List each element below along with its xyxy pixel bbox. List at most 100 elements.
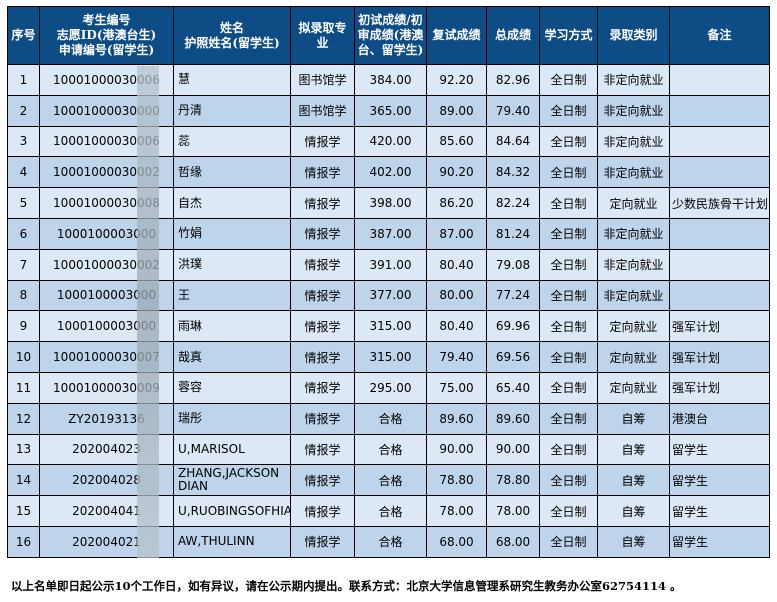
cell-study-mode: 全日制 [539,525,598,558]
cell-no: 1 [7,64,40,96]
cell-study-mode: 全日制 [539,156,598,189]
admission-table: 序号 考生编号 志愿ID(港澳台生) 申请编号(留学生) 姓名 护照姓名(留学生… [7,6,770,558]
cell-id: 1000100003000 [39,279,174,312]
cell-name: U,MARISOL [173,433,291,466]
cell-major: 图书馆学 [290,94,355,127]
cell-no: 14 [7,464,40,497]
cell-major: 情报学 [290,125,355,158]
cell-category: 非定向就业 [597,279,670,312]
cell-study-mode: 全日制 [539,341,598,373]
cell-name: 哉真 [173,341,291,373]
cell-no: 16 [7,525,40,558]
cell-retest-score: 85.60 [426,125,487,158]
cell-category: 自筹 [597,402,670,435]
cell-retest-score: 78.80 [426,464,487,497]
cell-major: 情报学 [290,433,355,466]
cell-no: 9 [7,310,40,343]
cell-id: 10001000030000 [39,94,174,127]
cell-major: 情报学 [290,310,355,343]
cell-name: 洪璞 [173,248,291,281]
cell-study-mode: 全日制 [539,248,598,281]
table-row: 5 10001000030008 自杰 情报学 398.00 86.20 82.24 全日制定… [7,187,770,219]
cell-retest-score: 90.20 [426,156,487,189]
cell-category: 自筹 [597,464,670,497]
cell-name: 竹娟 [173,217,291,250]
cell-initial-score: 315.00 [354,341,427,373]
cell-study-mode: 全日制 [539,495,598,527]
header-category: 录取类别 [597,6,670,65]
header-major: 拟录取专业 [290,6,355,65]
cell-note [669,64,770,96]
cell-name: 王 [173,279,291,312]
cell-major: 情报学 [290,341,355,373]
cell-note: 留学生 [669,495,770,527]
cell-category: 非定向就业 [597,156,670,189]
cell-study-mode: 全日制 [539,94,598,127]
cell-name: U,RUOBINGSOFHIA [173,495,291,527]
cell-category: 定向就业 [597,187,670,219]
cell-initial-score: 合格 [354,433,427,466]
cell-major: 情报学 [290,217,355,250]
cell-category: 非定向就业 [597,125,670,158]
cell-name: 丹清 [173,94,291,127]
table-row: 14 202004028 ZHANG,JACKSON DIAN 情报学 合格 78.80 7… [7,464,770,497]
cell-note: 少数民族骨干计划 [669,187,770,219]
cell-retest-score: 86.20 [426,187,487,219]
cell-total-score: 79.08 [486,248,540,281]
cell-id: 10001000030007 [39,341,174,373]
cell-total-score: 69.96 [486,310,540,343]
cell-total-score: 78.80 [486,464,540,497]
cell-total-score: 79.40 [486,94,540,127]
cell-total-score: 84.64 [486,125,540,158]
cell-note: 强军计划 [669,341,770,373]
cell-no: 12 [7,402,40,435]
cell-id: 1000100003000 [39,217,174,250]
cell-initial-score: 384.00 [354,64,427,96]
cell-no: 5 [7,187,40,219]
cell-retest-score: 89.60 [426,402,487,435]
cell-note: 港澳台 [669,402,770,435]
cell-category: 自筹 [597,525,670,558]
cell-total-score: 77.24 [486,279,540,312]
cell-category: 定向就业 [597,371,670,404]
cell-study-mode: 全日制 [539,279,598,312]
cell-category: 定向就业 [597,341,670,373]
cell-initial-score: 合格 [354,464,427,497]
cell-no: 10 [7,341,40,373]
table-row: 7 10001000030002 洪璞 情报学 391.00 80.40 79.08 全日制非… [7,248,770,281]
table-row: 8 1000100003000 王情报学 377.00 80.00 77.24 全日制 非定向… [7,279,770,312]
cell-total-score: 89.60 [486,402,540,435]
cell-retest-score: 90.00 [426,433,487,466]
cell-study-mode: 全日制 [539,402,598,435]
cell-total-score: 65.40 [486,371,540,404]
cell-id: 10001000030009 [39,371,174,404]
table-row: 6 1000100003000 竹娟 情报学 387.00 87.00 81.24 全日制 非定… [7,217,770,250]
cell-id: 10001000030008 [39,187,174,219]
cell-name: 自杰 [173,187,291,219]
cell-total-score: 82.96 [486,64,540,96]
cell-study-mode: 全日制 [539,464,598,497]
cell-retest-score: 80.00 [426,279,487,312]
cell-no: 6 [7,217,40,250]
cell-study-mode: 全日制 [539,64,598,96]
cell-major: 情报学 [290,371,355,404]
cell-name: 瑞彤 [173,402,291,435]
cell-id: ZY20193136 [39,402,174,435]
cell-retest-score: 75.00 [426,371,487,404]
cell-retest-score: 80.40 [426,248,487,281]
footer-notice: 以上名单即日起公示10个工作日，如有异议，请在公示期内提出。联系方式：北京大学信… [11,579,682,593]
cell-no: 4 [7,156,40,189]
cell-initial-score: 398.00 [354,187,427,219]
cell-note: 强军计划 [669,371,770,404]
table-row: 10 10001000030007 哉真 情报学 315.00 79.40 69.56 全日制… [7,341,770,373]
cell-category: 非定向就业 [597,217,670,250]
cell-note [669,125,770,158]
cell-major: 情报学 [290,525,355,558]
table-row: 15 202004041 U,RUOBINGSOFHIA 情报学 合格 78.00 78.0… [7,495,770,527]
cell-major: 情报学 [290,248,355,281]
cell-initial-score: 315.00 [354,310,427,343]
cell-study-mode: 全日制 [539,310,598,343]
cell-no: 8 [7,279,40,312]
table-body: 1 10001000030006 慧图书馆学 384.00 92.20 82.96 全日制非… [7,64,770,558]
table-row: 13 202004023 U,MARISOL 情报学 合格 90.00 90.00 全日制 自筹… [7,433,770,466]
